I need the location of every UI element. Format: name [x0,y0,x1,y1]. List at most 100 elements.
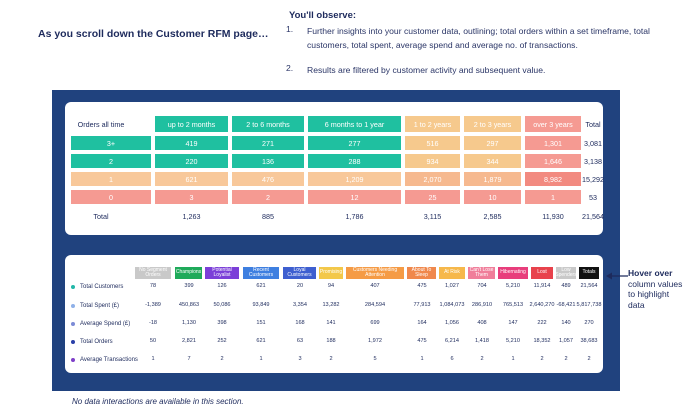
segment-value[interactable]: 1,027 [445,283,459,289]
segment-header-potential-loyalist[interactable]: Potential Loyalist [205,267,239,279]
matrix-cell[interactable]: 1,879 [464,172,521,186]
segment-header-lost[interactable]: Lost [531,267,553,279]
segment-value[interactable]: 252 [217,338,227,344]
segment-value[interactable]: 2 [587,356,591,362]
matrix-cell[interactable]: 934 [405,154,460,168]
segment-header-champions[interactable]: Champions [175,267,202,279]
segment-value[interactable]: 7 [187,356,191,362]
segment-value[interactable]: 1,056 [445,320,459,326]
segment-value[interactable]: 2,821 [182,338,196,344]
segment-header-needing-attention[interactable]: Customers Needing Attention [346,267,404,279]
segment-value[interactable]: 1,418 [475,338,489,344]
segment-value[interactable]: 3 [298,356,302,362]
segment-header-at-risk[interactable]: At Risk [439,267,465,279]
segment-value[interactable]: 188 [326,338,336,344]
matrix-cell[interactable]: 271 [232,136,304,150]
segment-value[interactable]: 147 [508,320,518,326]
segment-value[interactable]: 1,972 [368,338,382,344]
segment-header-low-spenders[interactable]: Low Spenders [555,266,577,279]
column-header[interactable]: 1 to 2 years [405,116,460,132]
segment-value[interactable]: 18,352 [533,338,551,344]
matrix-cell[interactable]: 288 [308,154,401,168]
segment-value[interactable]: 6 [450,356,454,362]
segment-value[interactable]: 38,683 [580,338,598,344]
segment-value[interactable]: 141 [326,320,336,326]
matrix-cell[interactable]: 419 [155,136,228,150]
segment-value[interactable]: -18 [148,320,158,326]
segment-value[interactable]: 50 [149,338,157,344]
matrix-cell[interactable]: 10 [464,190,521,204]
segment-value[interactable]: 6,214 [445,338,459,344]
segment-value[interactable]: 2 [480,356,484,362]
segment-header-totals[interactable]: Totals [579,267,599,279]
column-header[interactable]: over 3 years [525,116,581,132]
matrix-cell[interactable]: 277 [308,136,401,150]
matrix-cell[interactable]: 2 [232,190,304,204]
matrix-cell[interactable]: 136 [232,154,304,168]
column-header[interactable]: up to 2 months [155,116,228,132]
matrix-cell[interactable]: 12 [308,190,401,204]
segment-value[interactable]: 699 [370,320,380,326]
segment-value[interactable]: 1,130 [182,320,196,326]
segment-value[interactable]: 77,913 [413,302,431,308]
segment-value[interactable]: 2 [329,356,333,362]
matrix-cell[interactable]: 2,070 [405,172,460,186]
segment-value[interactable]: 407 [370,283,380,289]
segment-value[interactable]: 2,640,270 [529,302,555,308]
matrix-cell[interactable]: 1,646 [525,154,581,168]
segment-header-loyal-customers[interactable]: Loyal Customers [283,267,316,279]
segment-value[interactable]: 126 [217,283,227,289]
segment-value[interactable]: 475 [417,338,427,344]
segment-value[interactable]: 1 [511,356,515,362]
segment-value[interactable]: 1 [420,356,424,362]
segment-value[interactable]: 1,084,073 [439,302,465,308]
segment-value[interactable]: 5,210 [506,283,520,289]
segment-value[interactable]: 5,817,738 [576,302,602,308]
segment-value[interactable]: 1 [259,356,263,362]
segment-value[interactable]: 475 [417,283,427,289]
matrix-cell[interactable]: 8,982 [525,172,581,186]
segment-value[interactable]: 704 [477,283,487,289]
matrix-cell[interactable]: 344 [464,154,521,168]
segment-value[interactable]: 1 [151,356,155,362]
segment-value[interactable]: 20 [296,283,304,289]
segment-value[interactable]: 63 [296,338,304,344]
segment-value[interactable]: 621 [256,338,266,344]
matrix-cell[interactable]: 516 [405,136,460,150]
segment-value[interactable]: 489 [561,283,571,289]
segment-value[interactable]: 286,910 [471,302,493,308]
segment-value[interactable]: 2 [540,356,544,362]
segment-value[interactable]: 398 [217,320,227,326]
segment-header-about-to-sleep[interactable]: About To Sleep [407,267,436,279]
segment-value[interactable]: 284,594 [364,302,386,308]
segment-value[interactable]: -1,389 [145,302,161,308]
segment-value[interactable]: 621 [256,283,266,289]
matrix-cell[interactable]: 25 [405,190,460,204]
segment-value[interactable]: 94 [327,283,335,289]
segment-value[interactable]: 151 [256,320,266,326]
row-label[interactable]: 1 [71,172,151,186]
segment-value[interactable]: 5,210 [506,338,520,344]
segment-header-no-segment[interactable]: No Segment Orders [135,267,171,279]
segment-value[interactable]: 408 [477,320,487,326]
column-header[interactable]: 6 months to 1 year [308,116,401,132]
segment-value[interactable]: 765,513 [502,302,524,308]
segment-value[interactable]: 13,282 [322,302,340,308]
matrix-cell[interactable]: 1,209 [308,172,401,186]
segment-value[interactable]: 140 [561,320,571,326]
segment-value[interactable]: 270 [584,320,594,326]
segment-value[interactable]: 164 [417,320,427,326]
matrix-cell[interactable]: 476 [232,172,304,186]
segment-value[interactable]: 93,849 [252,302,270,308]
segment-value[interactable]: 21,564 [580,283,598,289]
segment-value[interactable]: -68,421 [556,302,576,308]
column-header[interactable]: 2 to 6 months [232,116,304,132]
matrix-cell[interactable]: 220 [155,154,228,168]
segment-header-hibernating[interactable]: Hibernating [498,267,528,279]
matrix-cell[interactable]: 1,301 [525,136,581,150]
segment-value[interactable]: 11,914 [533,283,551,289]
column-header[interactable]: 2 to 3 years [464,116,521,132]
segment-value[interactable]: 168 [295,320,305,326]
segment-value[interactable]: 2 [564,356,568,362]
segment-header-recent-customers[interactable]: Recent Customers [243,267,279,279]
